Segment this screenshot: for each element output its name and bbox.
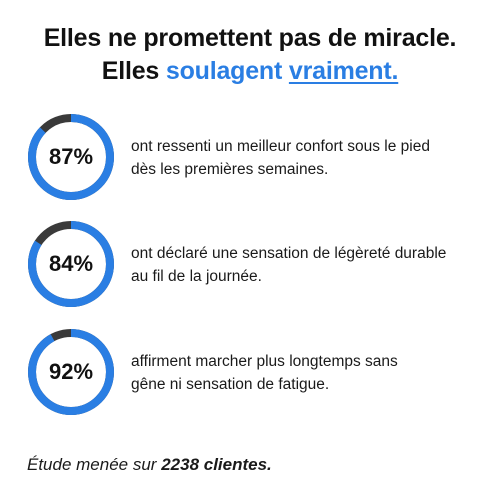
stat-percent-3: 92% <box>48 359 94 384</box>
stat-description-3-line-1: affirment marcher plus longtemps sans <box>131 353 398 370</box>
headline-space <box>282 57 289 85</box>
progress-ring-arc-1 <box>28 114 114 200</box>
headline-accent-word: soulagent <box>165 57 283 85</box>
headline-line-2-prefix: Elles <box>101 57 166 85</box>
stat-description-3: affirment marcher plus longtemps sans gê… <box>131 350 491 396</box>
footnote: Étude menée sur 2238 clientes. <box>27 455 272 475</box>
progress-ring-arc-3 <box>28 329 114 415</box>
stat-percent-1: 87% <box>48 144 94 169</box>
stat-item-2: 84% ont déclaré une sensation de légèret… <box>27 220 487 308</box>
stat-description-2: ont déclaré une sensation de légèreté du… <box>131 242 491 288</box>
stat-item-3: 92% affirment marcher plus longtemps san… <box>27 328 487 416</box>
stat-description-1: ont ressenti un meilleur confort sous le… <box>131 135 491 181</box>
stat-percent-2: 84% <box>48 251 94 276</box>
progress-ring-svg-2 <box>28 221 114 307</box>
stat-description-3-line-2: gêne ni sensation de fatigue. <box>131 376 330 393</box>
footnote-prefix: Étude menée sur <box>27 455 162 474</box>
progress-ring-2: 84% <box>27 220 115 308</box>
stat-item-1: 87% ont ressenti un meilleur confort sou… <box>27 113 487 201</box>
stat-description-1-line-2: dès les premières semaines. <box>131 161 329 178</box>
stat-description-1-line-1: ont ressenti un meilleur confort sous le… <box>131 138 430 155</box>
headline-line-1: Elles ne promettent pas de miracle. <box>43 24 457 52</box>
stat-description-2-line-2: au fil de la journée. <box>131 268 262 285</box>
progress-ring-svg-3 <box>28 329 114 415</box>
headline-underlined-word: vraiment. <box>288 57 399 85</box>
progress-ring-1: 87% <box>27 113 115 201</box>
headline-line-2: Elles soulagent vraiment. <box>0 55 500 88</box>
progress-ring-svg-1 <box>28 114 114 200</box>
headline: Elles ne promettent pas de miracle. Elle… <box>0 22 500 88</box>
stat-description-2-line-1: ont déclaré une sensation de légèreté du… <box>131 245 447 262</box>
progress-ring-3: 92% <box>27 328 115 416</box>
progress-ring-arc-2 <box>28 221 114 307</box>
footnote-bold: 2238 clientes. <box>161 455 272 474</box>
